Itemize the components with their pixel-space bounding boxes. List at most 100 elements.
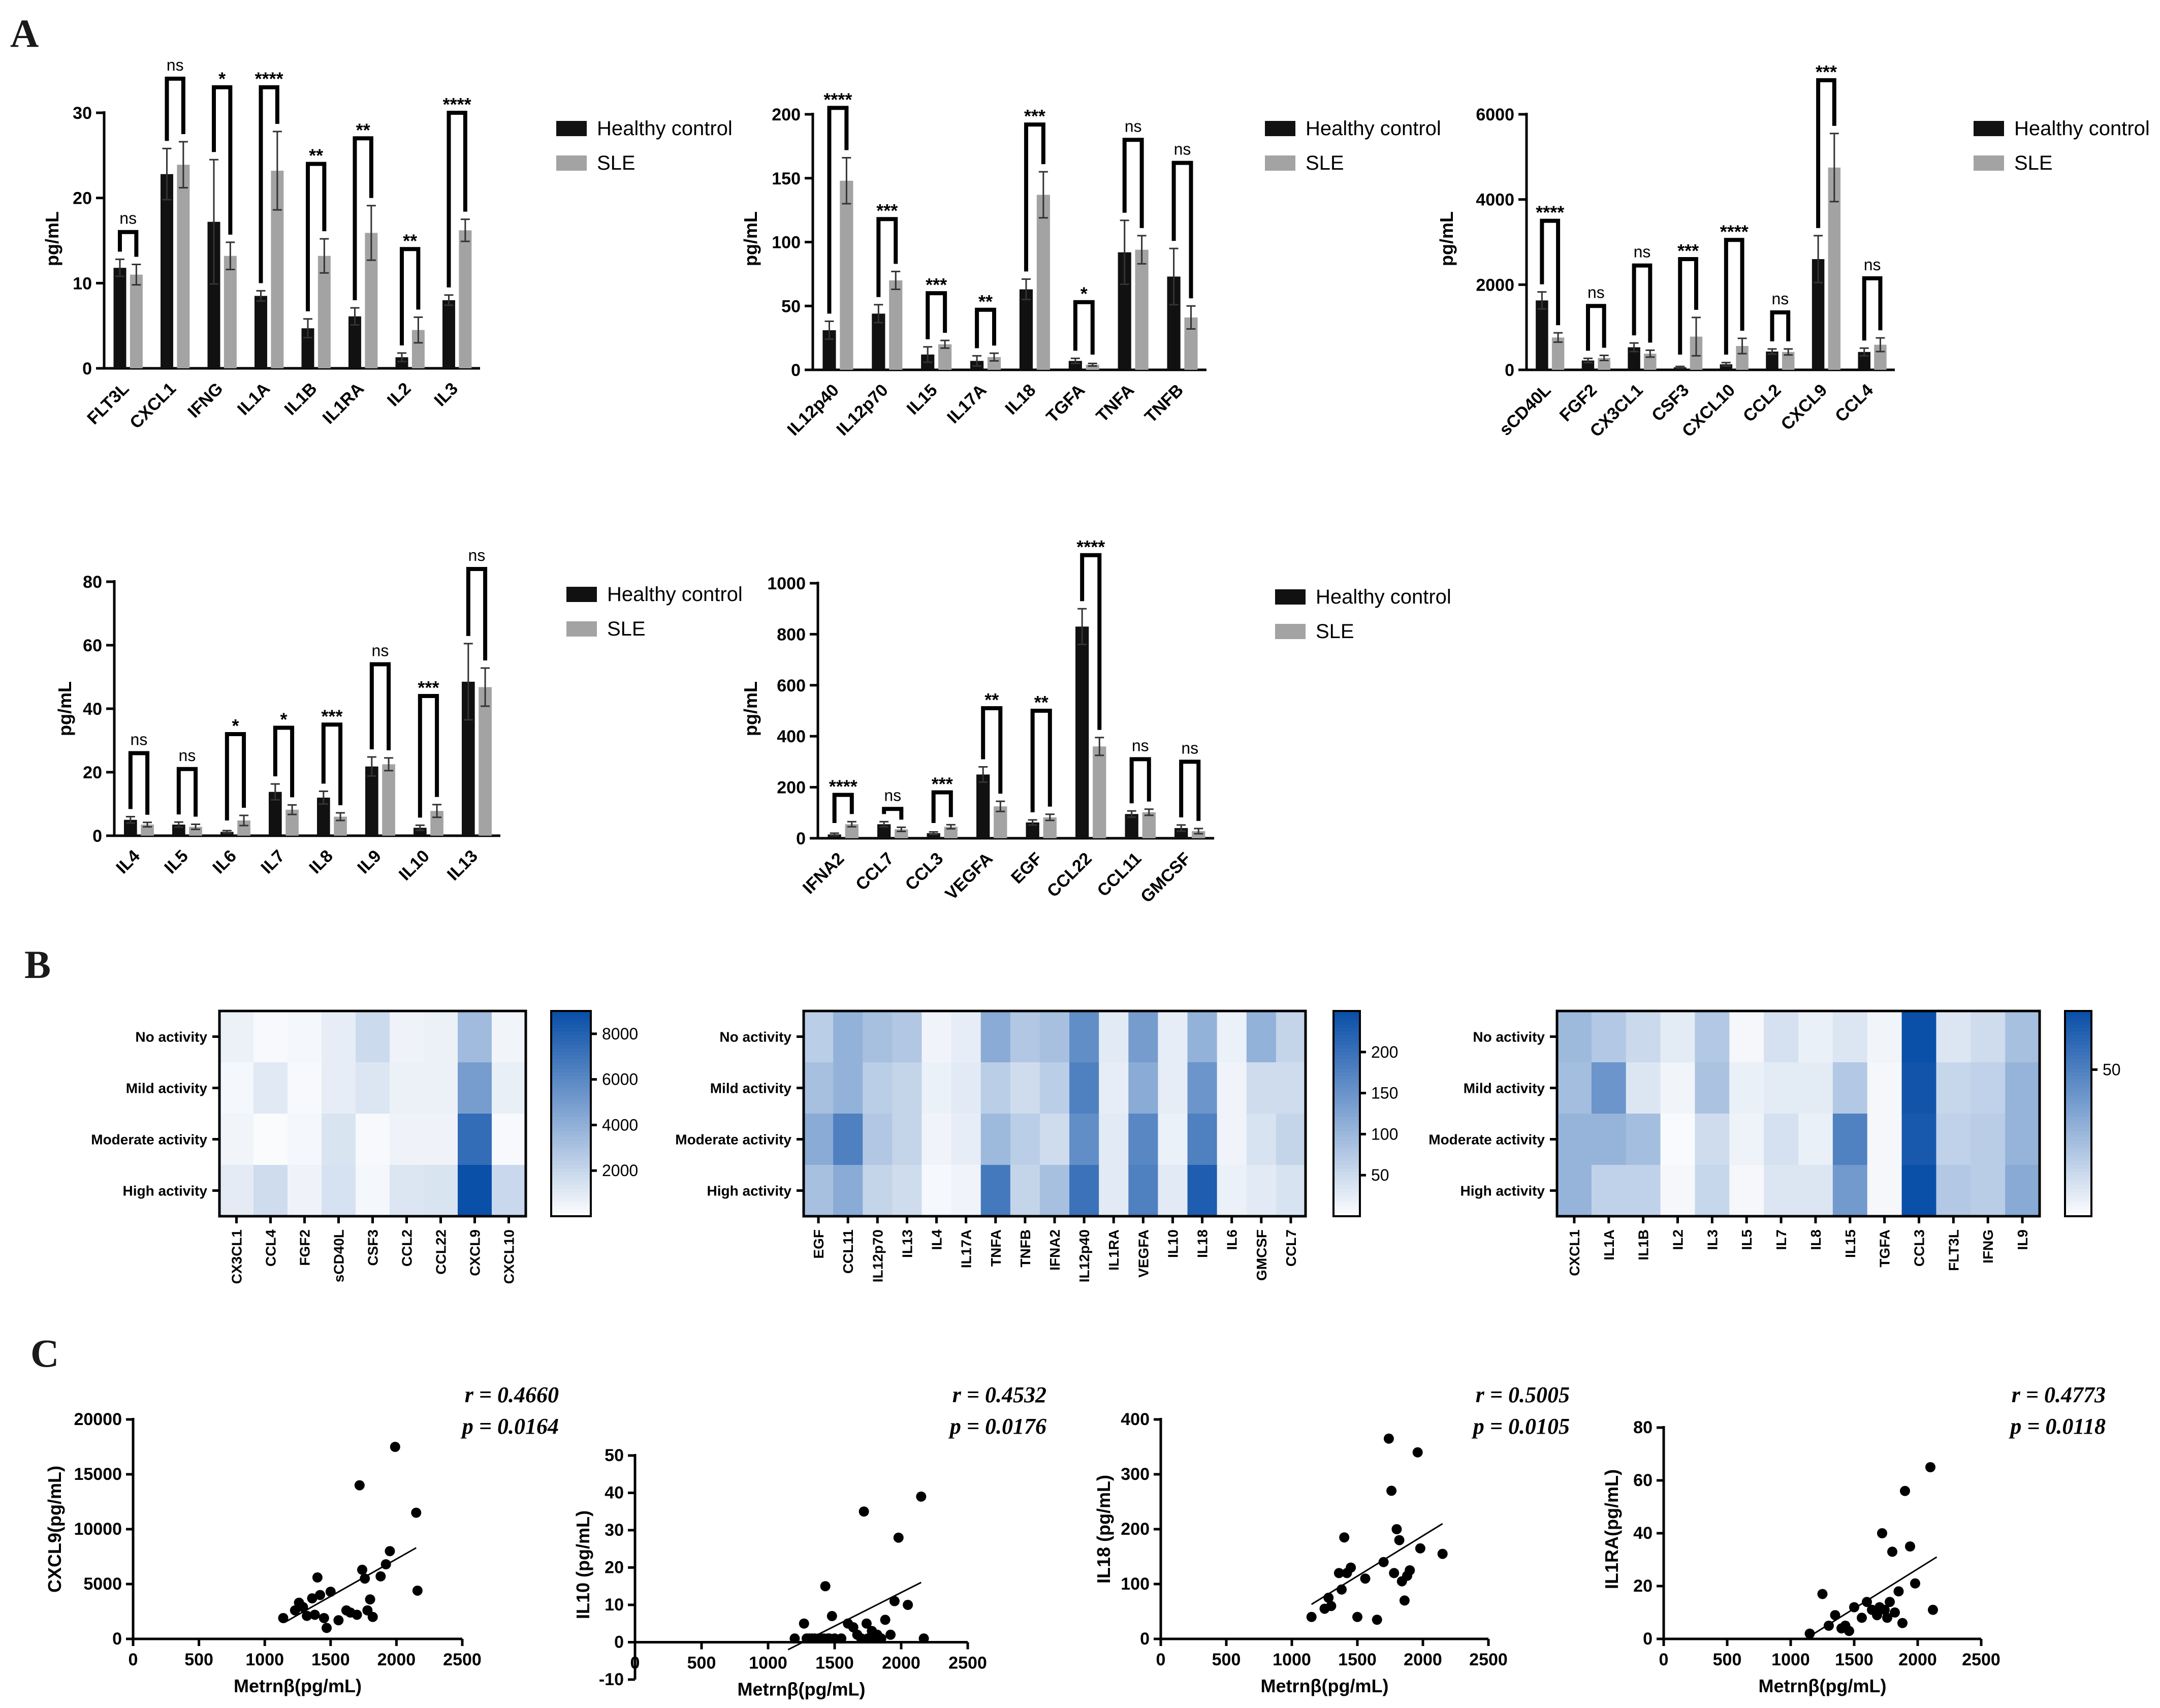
scatter-point	[1323, 1593, 1334, 1603]
colorbar-segment	[551, 1178, 591, 1183]
legend-swatch	[556, 155, 587, 171]
colorbar-segment	[1333, 1206, 1360, 1210]
colorbar-segment	[1333, 1209, 1360, 1214]
heatmap-cell	[1591, 1165, 1627, 1217]
significance-label: ***	[321, 706, 342, 726]
scatter-point	[848, 1622, 859, 1633]
significance-bracket	[1073, 300, 1095, 355]
scatter-point	[880, 1615, 891, 1625]
colorbar-segment	[1333, 1192, 1360, 1196]
significance-bracket	[1024, 122, 1045, 272]
heatmap-cell	[1039, 1114, 1070, 1165]
heatmap-cell	[492, 1165, 526, 1217]
y-tick-label: 50	[605, 1446, 624, 1465]
column-label: IL9	[2015, 1229, 2030, 1250]
legend-label: Healthy control	[1316, 586, 1451, 608]
significance-bracket	[128, 751, 150, 815]
heatmap-cell	[892, 1114, 922, 1165]
scatter-point	[1346, 1562, 1356, 1573]
scatter-point	[1872, 1610, 1882, 1621]
significance-bracket	[1585, 304, 1606, 351]
x-tick-label: 500	[184, 1650, 213, 1669]
row-label: No activity	[135, 1029, 207, 1045]
colorbar-segment	[1333, 1055, 1360, 1060]
scatter-point	[309, 1609, 320, 1620]
colorbar-segment	[1333, 1134, 1360, 1138]
column-label: IL18	[1195, 1229, 1211, 1258]
scatter-point	[290, 1605, 300, 1616]
heatmap-cell	[1798, 1062, 1833, 1114]
bar-healthy	[976, 774, 990, 838]
colorbar-segment	[1333, 1144, 1360, 1149]
row-label: Mild activity	[1464, 1081, 1545, 1096]
y-tick-label: 60	[1633, 1471, 1653, 1490]
heatmap-cell	[1901, 1011, 1936, 1063]
colorbar-segment	[2065, 1185, 2091, 1190]
heatmap-cell	[390, 1011, 424, 1063]
category-label: FGF2	[1556, 381, 1601, 425]
significance-bracket	[211, 85, 233, 235]
column-label: TGFA	[1877, 1229, 1893, 1268]
row-label: Moderate activity	[91, 1132, 207, 1148]
column-label: IL13	[899, 1229, 915, 1258]
scatter-point	[1817, 1589, 1828, 1599]
colorbar-label: 150	[1371, 1084, 1398, 1102]
colorbar-segment	[551, 1110, 591, 1114]
category-label: IL6	[209, 846, 240, 878]
colorbar-segment	[2065, 1089, 2091, 1094]
colorbar-segment	[1333, 1100, 1360, 1104]
colorbar-segment	[1333, 1148, 1360, 1152]
x-axis-label: Metrnβ(pg/mL)	[1759, 1675, 1887, 1696]
bar-sle	[317, 256, 331, 368]
heatmap-cell	[1867, 1165, 1902, 1217]
scatter-point	[1885, 1597, 1895, 1607]
y-tick-label: 300	[1121, 1465, 1150, 1484]
y-axis-label: pg/mL	[740, 681, 761, 736]
y-axis-label: IL10 (pg/mL)	[573, 1510, 593, 1619]
bar-healthy	[365, 766, 378, 836]
colorbar-segment	[551, 1093, 591, 1097]
significance-label: *	[218, 69, 226, 89]
heatmap-cell	[356, 1165, 390, 1217]
heatmap-cell	[219, 1114, 254, 1165]
heatmap-cell	[1901, 1062, 1936, 1114]
y-axis-label: IL1RA(pg/mL)	[1601, 1469, 1622, 1589]
heatmap-cell	[1660, 1062, 1695, 1114]
y-tick-label: 0	[791, 361, 801, 380]
heatmap-cell	[1187, 1062, 1218, 1114]
colorbar-segment	[551, 1038, 591, 1042]
significance-bracket	[882, 807, 904, 820]
colorbar-segment	[1333, 1151, 1360, 1155]
heatmap-cell	[833, 1011, 863, 1063]
colorbar-segment	[2065, 1028, 2091, 1032]
heatmap-cell	[253, 1165, 288, 1217]
scatter-point	[411, 1507, 422, 1518]
legend-label: Healthy control	[607, 583, 743, 606]
colorbar-segment	[1333, 1021, 1360, 1025]
heatmap-cell	[1069, 1114, 1099, 1165]
category-label: IL8	[305, 846, 337, 878]
colorbar-segment	[551, 1059, 591, 1063]
colorbar-segment	[1333, 1069, 1360, 1073]
heatmap-cell	[424, 1011, 458, 1063]
category-label: IL10	[395, 846, 433, 884]
heatmap-cell	[458, 1114, 492, 1165]
significance-bracket	[466, 567, 488, 660]
heatmap-cell	[980, 1165, 1011, 1217]
colorbar-segment	[2065, 1014, 2091, 1019]
colorbar-segment	[1333, 1038, 1360, 1042]
x-tick-label: 1500	[815, 1654, 854, 1673]
y-tick-label: 40	[605, 1483, 624, 1503]
y-tick-label: 20	[83, 763, 102, 782]
category-label: IL4	[112, 846, 144, 878]
column-label: CSF3	[365, 1229, 381, 1266]
significance-label: **	[356, 119, 370, 140]
colorbar-segment	[1333, 1079, 1360, 1084]
heatmap-cell	[492, 1062, 526, 1114]
colorbar-segment	[2065, 1178, 2091, 1183]
colorbar-segment	[2065, 1045, 2091, 1050]
colorbar-segment	[1333, 1035, 1360, 1039]
heatmap-cell	[322, 1062, 356, 1114]
heatmap-cell	[951, 1062, 981, 1114]
